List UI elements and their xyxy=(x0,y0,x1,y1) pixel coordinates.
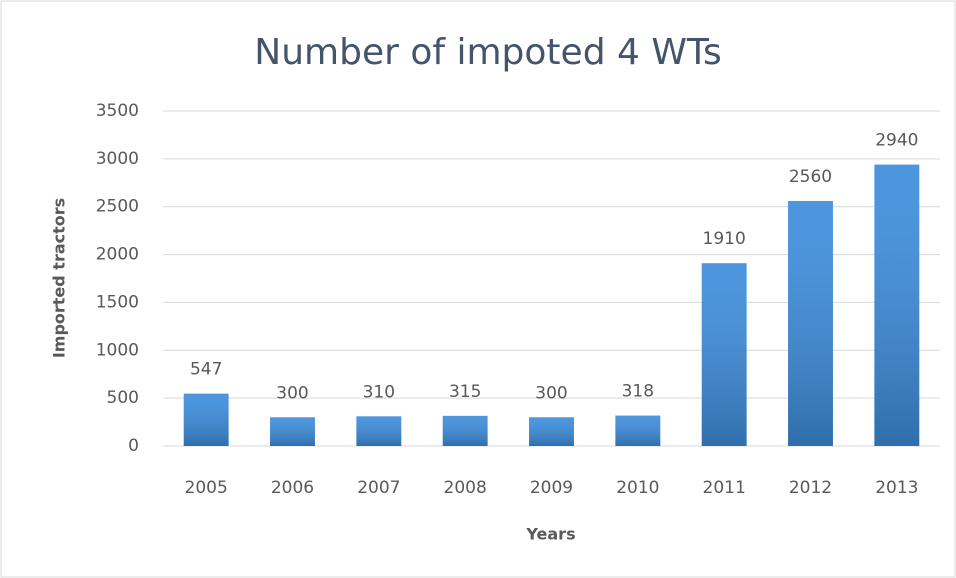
y-tick-label: 1000 xyxy=(96,340,139,360)
y-tick-label: 3500 xyxy=(96,101,139,121)
bar-shade xyxy=(701,263,747,446)
y-tick-label: 0 xyxy=(128,436,139,456)
x-tick-label: 2012 xyxy=(789,478,832,498)
data-label: 310 xyxy=(363,382,395,402)
bar-shade xyxy=(356,416,402,446)
x-tick-label: 2006 xyxy=(271,478,314,498)
x-axis-label: Years xyxy=(525,525,575,544)
bar-shade xyxy=(615,415,661,446)
data-label: 1910 xyxy=(703,229,746,249)
bar-shade xyxy=(529,417,574,446)
y-tick-label: 3000 xyxy=(96,149,139,169)
y-axis-label: Imported tractors xyxy=(50,198,69,358)
data-label: 547 xyxy=(190,360,222,380)
data-label: 2940 xyxy=(875,131,918,151)
chart-title: Number of impoted 4 WTs xyxy=(254,32,721,73)
y-tick-label: 2000 xyxy=(96,245,139,265)
x-tick-label: 2013 xyxy=(875,478,918,498)
bar-shade xyxy=(442,415,488,446)
x-tick-label: 2007 xyxy=(357,478,400,498)
x-tick-label: 2011 xyxy=(703,478,746,498)
x-tick-label: 2009 xyxy=(530,478,573,498)
bar-shade xyxy=(270,417,315,446)
data-label: 2560 xyxy=(789,167,832,187)
bar-shade xyxy=(183,393,229,446)
x-tick-label: 2008 xyxy=(444,478,487,498)
data-label: 300 xyxy=(276,383,308,403)
data-label: 318 xyxy=(622,382,654,402)
y-tick-label: 500 xyxy=(107,388,139,408)
data-label: 315 xyxy=(449,382,481,402)
y-tick-label: 2500 xyxy=(96,197,139,217)
bar-shade xyxy=(788,200,833,446)
y-tick-label: 1500 xyxy=(96,292,139,312)
x-tick-label: 2005 xyxy=(185,478,228,498)
x-tick-label: 2010 xyxy=(616,478,659,498)
bar-shade xyxy=(874,164,920,446)
data-label: 300 xyxy=(535,383,567,403)
